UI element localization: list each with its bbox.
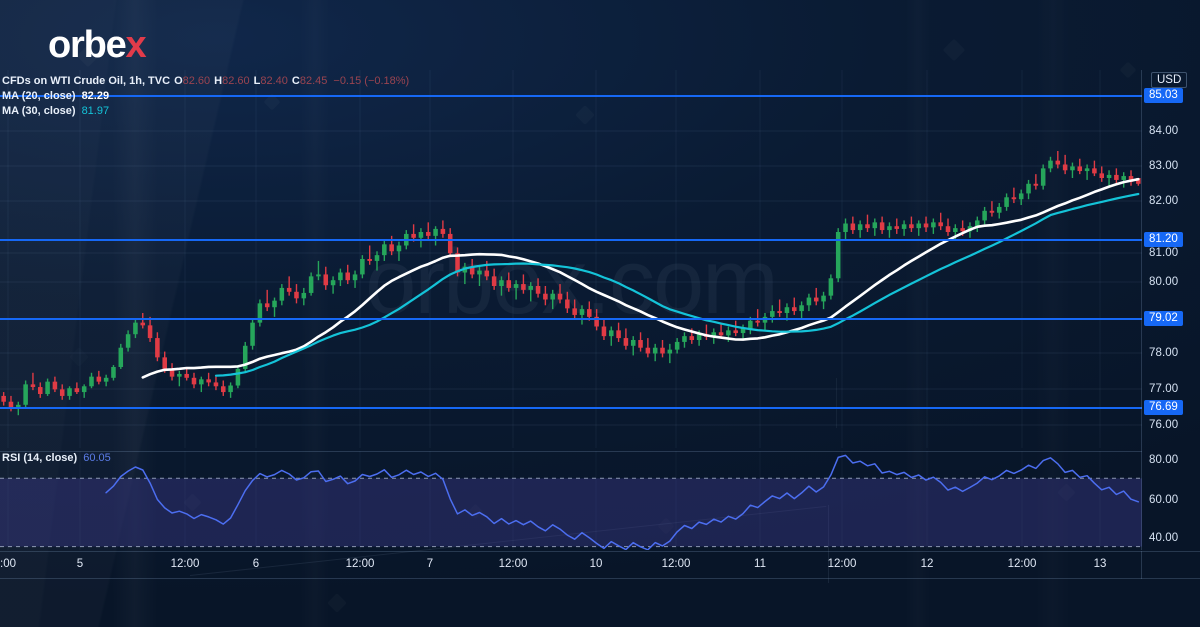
candlestick-plot xyxy=(0,70,1142,448)
open-label: O xyxy=(174,75,183,87)
time-tick: 12:00 xyxy=(661,558,691,570)
ma30-legend: MA (30, close) 81.97 xyxy=(2,105,109,118)
close-label: C xyxy=(291,75,300,87)
price-tick: 81.00 xyxy=(1149,247,1179,259)
logo-text: orbe xyxy=(48,24,127,66)
price-level-badge[interactable]: 79.02 xyxy=(1144,311,1183,326)
ma20-legend: MA (20, close) 82.29 xyxy=(2,90,109,103)
ma20-label: MA (20, close) xyxy=(2,90,76,102)
ma20-value: 82.29 xyxy=(81,90,110,102)
time-tick: :00 xyxy=(0,558,16,570)
rsi-tick: 40.00 xyxy=(1149,532,1179,544)
high-value: 82.60 xyxy=(222,75,250,87)
price-tick: 78.00 xyxy=(1149,347,1179,359)
scale-corner xyxy=(1141,551,1200,579)
ma30-value: 81.97 xyxy=(81,105,110,117)
rsi-label: RSI (14, close) xyxy=(2,452,78,464)
time-tick: 6 xyxy=(252,558,260,570)
rsi-legend: RSI (14, close) 60.05 xyxy=(2,452,111,465)
price-tick: 82.00 xyxy=(1149,195,1179,207)
rsi-plot xyxy=(0,451,1142,550)
currency-label: USD xyxy=(1151,72,1188,88)
time-tick: 11 xyxy=(754,558,766,570)
price-level-badge[interactable]: 85.03 xyxy=(1144,88,1183,103)
time-tick: 12:00 xyxy=(345,558,375,570)
orbex-logo: orbex xyxy=(48,24,147,66)
close-value: 82.45 xyxy=(299,75,328,87)
price-tick: 76.00 xyxy=(1149,419,1179,431)
ma30-label: MA (30, close) xyxy=(2,105,76,117)
rsi-tick: 80.00 xyxy=(1149,454,1179,466)
low-label: L xyxy=(253,75,261,87)
rsi-value: 60.05 xyxy=(83,452,111,464)
time-tick: 12 xyxy=(920,558,934,570)
symbol-title: CFDs on WTI Crude Oil, 1h, TVC xyxy=(2,75,171,87)
price-level-badge[interactable]: 76.69 xyxy=(1144,400,1183,415)
price-tick: 83.00 xyxy=(1149,160,1179,172)
change-value: −0.15 (−0.18%) xyxy=(333,75,410,87)
low-value: 82.40 xyxy=(260,75,288,87)
time-tick: 12:00 xyxy=(1007,558,1037,570)
rsi-tick: 60.00 xyxy=(1149,494,1179,506)
price-tick: 80.00 xyxy=(1149,276,1179,288)
time-tick: 5 xyxy=(76,558,84,570)
price-tick: 84.00 xyxy=(1149,125,1179,137)
open-value: 82.60 xyxy=(182,75,211,87)
rsi-pane[interactable] xyxy=(0,451,1142,550)
price-scale[interactable]: USD 84.00 83.00 82.00 81.00 80.00 78.00 77.00 7… xyxy=(1141,70,1200,550)
time-tick: 13 xyxy=(1093,558,1107,570)
time-tick: 12:00 xyxy=(498,558,528,570)
time-tick: 12:00 xyxy=(827,558,857,570)
price-tick: 77.00 xyxy=(1149,383,1179,395)
symbol-legend: CFDs on WTI Crude Oil, 1h, TVC O82.60 H82.… xyxy=(2,75,409,88)
time-tick: 12:00 xyxy=(170,558,200,570)
logo-accent: x xyxy=(125,24,147,66)
price-chart-pane[interactable] xyxy=(0,70,1142,448)
time-tick: 7 xyxy=(426,558,434,570)
high-label: H xyxy=(214,75,223,87)
price-level-badge[interactable]: 81.20 xyxy=(1144,232,1183,247)
time-scale[interactable]: :00 5 12:00 6 12:00 7 12:00 10 12:00 11 12:00 12 12:… xyxy=(0,551,1142,579)
time-tick: 10 xyxy=(589,558,603,570)
